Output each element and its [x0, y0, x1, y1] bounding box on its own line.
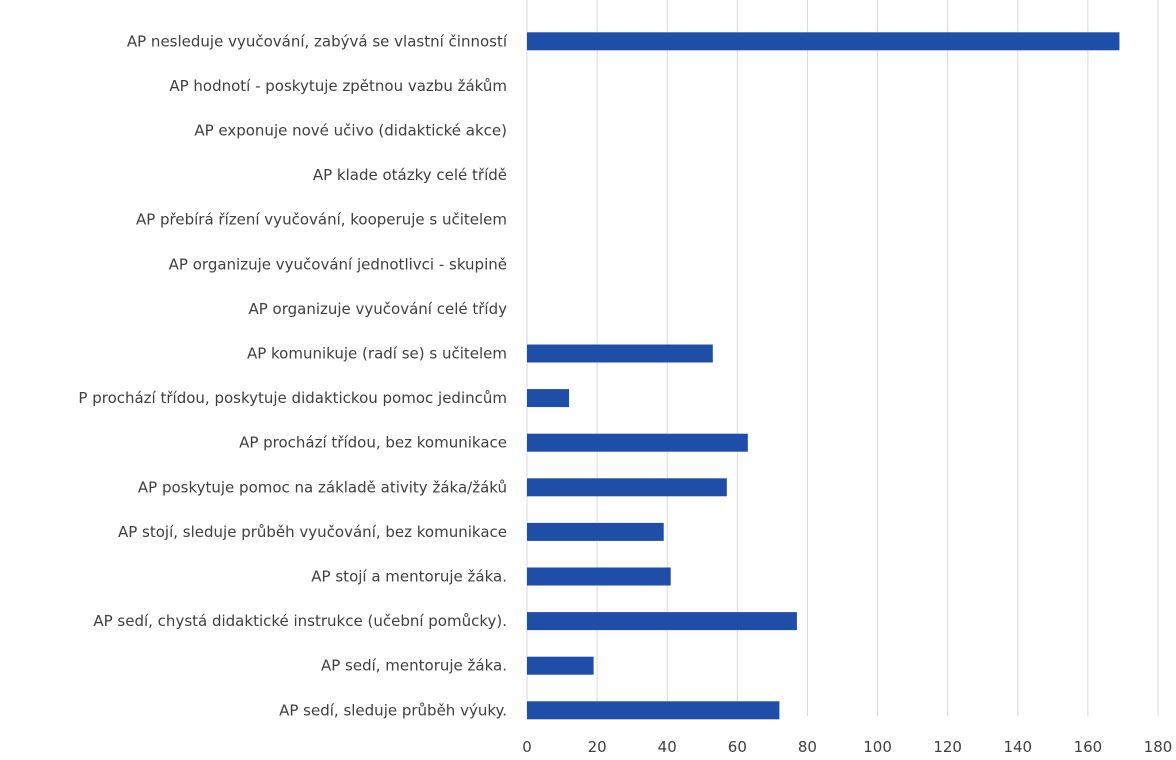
x-tick-label: 40: [658, 738, 677, 756]
category-label: AP klade otázky celé třídě: [313, 166, 507, 184]
bar: [527, 344, 713, 363]
category-label: AP komunikuje (radí se) s učitelem: [247, 345, 507, 363]
category-label: AP nesleduje vyučování, zabývá se vlastn…: [127, 32, 508, 50]
category-label: AP prochází třídou, bez komunikace: [239, 434, 507, 452]
x-tick-label: 80: [798, 738, 817, 756]
x-tick-label: 180: [1144, 738, 1173, 756]
bar: [527, 612, 797, 631]
x-tick-label: 0: [522, 738, 532, 756]
category-label: P prochází třídou, poskytuje didaktickou…: [78, 389, 507, 407]
bar: [527, 522, 664, 541]
x-tick-label: 60: [728, 738, 747, 756]
x-tick-label: 140: [1003, 738, 1032, 756]
bars: [527, 32, 1120, 720]
x-axis-tick-labels: 0 20 40 60 80 100 120 140 160 180: [522, 738, 1172, 756]
category-label: AP exponuje nové učivo (didaktické akce): [194, 122, 507, 140]
category-label: AP hodnotí - poskytuje zpětnou vazbu žák…: [169, 77, 507, 95]
category-label: AP poskytuje pomoc na základě ativity žá…: [138, 478, 507, 496]
category-labels: AP nesleduje vyučování, zabývá se vlastn…: [78, 32, 507, 719]
x-tick-label: 160: [1074, 738, 1103, 756]
bar: [527, 32, 1120, 51]
bar: [527, 567, 671, 586]
bar: [527, 656, 594, 675]
category-label: AP organizuje vyučování jednotlivci - sk…: [169, 255, 507, 273]
x-tick-label: 20: [588, 738, 607, 756]
bar: [527, 389, 570, 408]
category-label: AP přebírá řízení vyučování, kooperuje s…: [136, 211, 507, 229]
bar: [527, 433, 748, 452]
category-label: AP stojí a mentoruje žáka.: [311, 568, 507, 586]
bar: [527, 701, 780, 720]
bar: [527, 478, 727, 497]
category-label: AP sedí, mentoruje žáka.: [321, 657, 507, 675]
category-label: AP stojí, sleduje průběh vyučování, bez …: [118, 523, 507, 541]
gridlines: [526, 0, 1159, 716]
x-tick-label: 120: [933, 738, 962, 756]
x-tick-label: 100: [863, 738, 892, 756]
category-label: AP sedí, sleduje průběh výuky.: [279, 701, 507, 719]
category-label: AP sedí, chystá didaktické instrukce (uč…: [93, 612, 507, 630]
category-label: AP organizuje vyučování celé třídy: [248, 300, 507, 318]
